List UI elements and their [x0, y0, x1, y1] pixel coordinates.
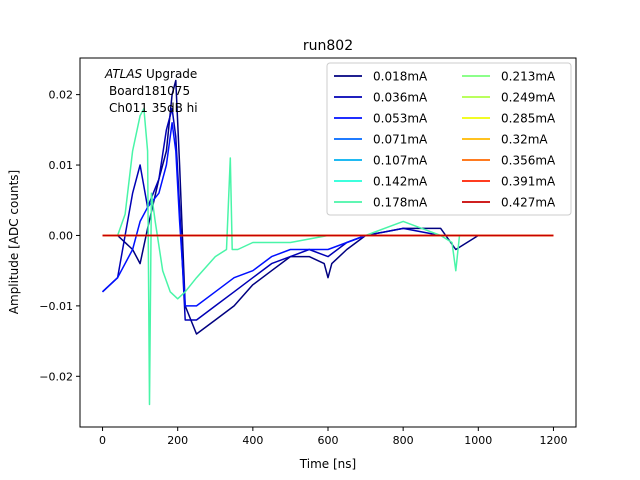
legend-label: 0.213mA	[501, 70, 556, 84]
legend: 0.018mA 0.036mA 0.053mA 0.071mA 0.107mA 0.142…	[326, 62, 572, 216]
x-tick-label: 0	[99, 434, 106, 447]
annotation-line-3: Ch011 35dB hi	[109, 101, 198, 115]
series-line-0.036mA	[101, 107, 554, 321]
series-line-0.018mA	[102, 79, 554, 335]
annotation-atlas: ATLAS	[104, 67, 143, 81]
x-tick-label: 200	[167, 434, 188, 447]
legend-label: 0.427mA	[501, 196, 556, 210]
series-layer	[101, 79, 554, 406]
x-tick-label: 800	[393, 434, 414, 447]
y-axis-label: Amplitude [ADC counts]	[7, 170, 21, 314]
x-tick-label: 400	[242, 434, 263, 447]
y-tick-label: −0.02	[39, 370, 73, 383]
legend-label: 0.32mA	[501, 133, 548, 147]
y-tick-label: 0.00	[49, 229, 74, 242]
series-line-0.178mA	[102, 107, 554, 406]
x-tick-label: 600	[318, 434, 339, 447]
legend-label: 0.071mA	[373, 133, 428, 147]
legend-label: 0.018mA	[373, 70, 428, 84]
annotation-upgrade: Upgrade	[142, 67, 197, 81]
legend-box	[326, 62, 572, 216]
y-tick-label: −0.01	[39, 300, 73, 313]
legend-label: 0.053mA	[373, 112, 428, 126]
legend-entries: 0.018mA 0.036mA 0.053mA 0.071mA 0.107mA 0.142…	[334, 70, 556, 210]
x-axis-label: Time [ns]	[299, 457, 356, 471]
legend-label: 0.142mA	[373, 175, 428, 189]
legend-label: 0.391mA	[501, 175, 556, 189]
legend-label: 0.356mA	[501, 154, 556, 168]
legend-label: 0.249mA	[501, 91, 556, 105]
x-tick-label: 1000	[464, 434, 492, 447]
legend-label: 0.036mA	[373, 91, 428, 105]
chart-title: run802	[303, 38, 353, 54]
atlas-annotation: ATLAS Upgrade Board181075 Ch011 35dB hi	[104, 67, 198, 115]
legend-label: 0.107mA	[373, 154, 428, 168]
y-tick-label: 0.01	[49, 159, 74, 172]
y-axis-ticks: −0.02 −0.01 0.00 0.01 0.02	[39, 89, 80, 383]
y-tick-label: 0.02	[49, 89, 74, 102]
annotation-line-1: ATLAS Upgrade	[104, 67, 197, 81]
legend-label: 0.178mA	[373, 196, 428, 210]
legend-label: 0.285mA	[501, 112, 556, 126]
annotation-line-2: Board181075	[109, 84, 190, 98]
x-axis-ticks: 0 200 400 600 800 1000 1200	[99, 427, 567, 447]
x-tick-label: 1200	[539, 434, 567, 447]
